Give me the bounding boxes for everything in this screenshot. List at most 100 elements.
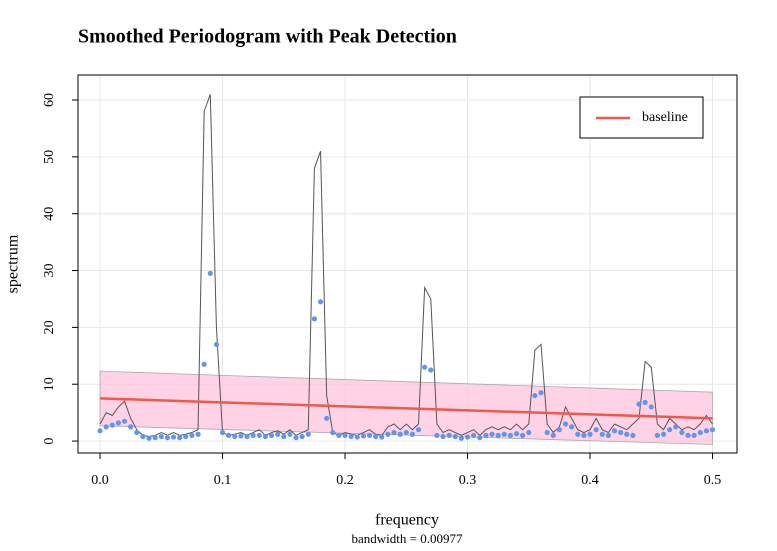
point — [703, 428, 709, 434]
point — [115, 420, 122, 426]
point — [305, 431, 311, 437]
point — [513, 431, 520, 437]
y-tick-label: 40 — [42, 207, 57, 221]
point — [544, 429, 550, 436]
point — [636, 401, 642, 407]
point — [152, 435, 158, 441]
point — [415, 427, 422, 433]
point — [336, 432, 342, 438]
point — [642, 399, 648, 406]
point — [366, 432, 373, 438]
point — [667, 427, 673, 433]
point — [385, 431, 391, 437]
point — [177, 435, 183, 441]
point — [593, 427, 599, 433]
point — [299, 433, 305, 440]
point — [464, 434, 471, 440]
y-tick-label: 20 — [42, 320, 57, 334]
point — [428, 367, 434, 373]
point — [624, 431, 630, 437]
point — [158, 433, 164, 440]
point — [569, 424, 575, 430]
point — [397, 431, 403, 437]
point — [520, 432, 526, 438]
point — [495, 432, 501, 438]
point — [262, 433, 269, 440]
point — [581, 432, 587, 438]
point — [507, 432, 513, 438]
point — [238, 433, 244, 439]
point — [342, 432, 348, 438]
point — [97, 428, 103, 434]
point — [330, 429, 336, 436]
point — [409, 431, 415, 437]
x-tick-label: 0.3 — [459, 473, 477, 488]
point — [532, 392, 538, 399]
point — [189, 432, 195, 438]
point — [311, 316, 318, 322]
point — [183, 433, 189, 440]
point — [317, 299, 324, 305]
point — [170, 434, 177, 440]
spectrum-line — [99, 94, 713, 438]
point — [599, 431, 605, 437]
point — [556, 427, 562, 433]
point — [648, 404, 654, 410]
point — [697, 429, 703, 436]
point — [213, 341, 220, 348]
baseline-line — [100, 397, 713, 420]
point — [403, 429, 409, 436]
point — [207, 270, 213, 276]
point — [446, 432, 452, 438]
point — [226, 432, 232, 438]
x-tick-label: 0.0 — [91, 473, 109, 488]
point — [379, 434, 385, 440]
point — [103, 424, 109, 430]
y-tick-label: 50 — [42, 150, 57, 164]
point — [232, 433, 238, 440]
point — [293, 435, 299, 441]
point — [275, 431, 281, 437]
point — [562, 421, 569, 427]
point — [354, 434, 360, 440]
x-tick-label: 0.5 — [704, 473, 722, 488]
x-axis-sublabel: bandwidth = 0.00977 — [352, 531, 463, 546]
point — [348, 433, 354, 440]
x-tick-label: 0.4 — [581, 473, 599, 488]
point — [501, 431, 507, 437]
y-axis-label: spectrum — [5, 234, 22, 293]
point — [483, 432, 489, 438]
point — [587, 431, 593, 437]
point — [121, 418, 128, 424]
point — [391, 429, 397, 436]
x-axis-label: frequency — [375, 512, 439, 529]
point — [654, 432, 660, 438]
point — [373, 433, 379, 440]
point — [256, 432, 262, 438]
point — [287, 431, 293, 437]
point — [709, 427, 716, 433]
point — [109, 422, 115, 428]
legend-label: baseline — [642, 110, 688, 125]
point — [281, 433, 287, 440]
point — [452, 433, 458, 440]
point — [458, 435, 464, 441]
point — [146, 435, 152, 441]
point — [250, 432, 256, 438]
point — [526, 429, 532, 436]
point — [268, 432, 275, 438]
point — [434, 432, 440, 438]
point — [489, 431, 495, 437]
x-tick-label: 0.1 — [214, 473, 232, 488]
y-tick-label: 10 — [42, 377, 57, 391]
point — [660, 431, 667, 437]
point — [128, 424, 134, 430]
point — [575, 431, 581, 437]
y-tick-label: 60 — [42, 93, 57, 107]
point — [422, 364, 428, 370]
point — [538, 390, 544, 396]
point — [611, 428, 618, 434]
point — [605, 432, 611, 438]
